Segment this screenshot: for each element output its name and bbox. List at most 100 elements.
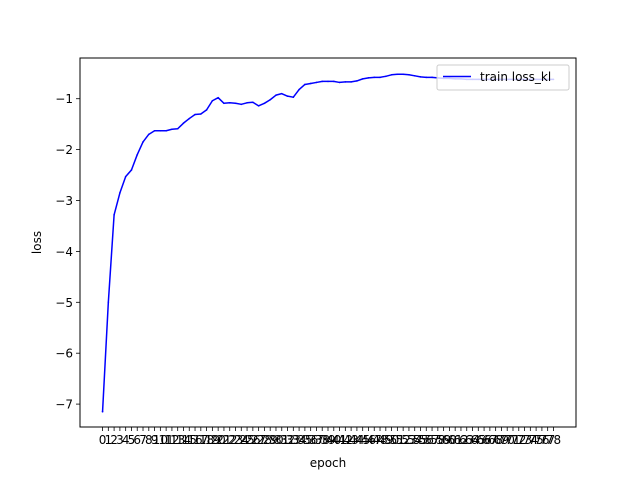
x-tick-label: 29 (263, 433, 278, 447)
x-tick-label: 41 (332, 433, 347, 447)
data-point (350, 81, 352, 83)
x-tick-label: 9 (151, 433, 159, 447)
x-tick-label: 35 (297, 433, 312, 447)
x-tick-label: 59 (436, 433, 451, 447)
x-tick-label: 46 (361, 433, 376, 447)
x-tick-label: 11 (158, 433, 173, 447)
x-tick-label: 74 (523, 433, 538, 447)
x-tick-label: 21 (216, 433, 231, 447)
x-axis-label: epoch (310, 456, 347, 470)
y-tick-label: −3 (55, 194, 73, 208)
data-point (269, 98, 271, 101)
x-tick-label: 25 (239, 433, 254, 447)
data-point (246, 101, 248, 104)
x-tick-label: 12 (164, 433, 179, 447)
data-point (390, 74, 393, 76)
x-tick-label: 48 (372, 433, 387, 447)
x-tick-label: 30 (268, 433, 283, 447)
x-tick-label: 62 (453, 433, 468, 447)
x-tick-label: 26 (245, 433, 260, 447)
x-tick-label: 60 (442, 433, 457, 447)
data-point (182, 122, 185, 124)
data-point (419, 76, 422, 78)
data-point (275, 94, 277, 96)
x-tick-label: 53 (401, 433, 416, 447)
x-tick-label: 27 (251, 433, 266, 447)
data-point (188, 117, 191, 120)
x-tick-label: 66 (476, 433, 491, 447)
data-point (379, 76, 381, 79)
x-tick-label: 65 (471, 433, 486, 447)
data-point (142, 141, 144, 143)
data-point (147, 133, 150, 136)
data-point (136, 153, 139, 156)
data-point (327, 80, 329, 83)
y-tick-label: −2 (55, 143, 73, 157)
data-point (425, 76, 428, 79)
data-point (176, 127, 179, 130)
data-point (119, 192, 121, 194)
legend: train loss_kl (436, 64, 570, 91)
x-tick-label: 22 (222, 433, 237, 447)
x-tick-label: 3 (116, 433, 124, 447)
data-point (413, 75, 416, 77)
x-tick-label: 33 (286, 433, 301, 447)
data-point (124, 175, 127, 178)
data-point (257, 105, 260, 107)
x-tick-label: 10 (153, 433, 168, 447)
data-point (373, 76, 376, 79)
x-tick-label: 7 (139, 433, 147, 447)
x-tick-label: 16 (187, 433, 202, 447)
x-tick-label: 20 (211, 433, 226, 447)
data-point (385, 75, 387, 78)
x-tick-label: 43 (343, 433, 358, 447)
data-point (315, 81, 318, 84)
data-point (361, 78, 364, 80)
x-tick-label: 8 (145, 433, 153, 447)
data-point (367, 77, 370, 79)
data-point (431, 76, 433, 79)
x-tick-label: 24 (234, 433, 249, 447)
data-point (286, 95, 289, 97)
data-point (130, 169, 133, 171)
x-tick-label: 36 (303, 433, 318, 447)
data-point (211, 99, 214, 102)
x-tick-label: 50 (384, 433, 399, 447)
x-tick-label: 52 (396, 433, 411, 447)
x-tick-label: 73 (517, 433, 532, 447)
data-point (304, 83, 306, 86)
x-tick-label: 19 (205, 433, 220, 447)
y-tick-label: −5 (55, 296, 73, 310)
data-point (332, 80, 335, 83)
x-tick-label: 49 (378, 433, 393, 447)
x-tick-label: 5 (128, 433, 136, 447)
x-tick-label: 38 (315, 433, 330, 447)
x-tick-label: 51 (390, 433, 405, 447)
data-point (396, 73, 399, 76)
data-point (171, 128, 173, 131)
x-tick-label: 4 (122, 433, 130, 447)
data-point (252, 101, 254, 104)
x-tick-label: 31 (274, 433, 289, 447)
x-tick-label: 15 (182, 433, 197, 447)
x-tick-label: 69 (494, 433, 509, 447)
x-tick-label: 14 (176, 433, 191, 447)
y-tick-label: −4 (55, 245, 73, 259)
data-point (344, 81, 347, 83)
x-tick-label: 23 (228, 433, 243, 447)
x-tick-label: 1 (105, 433, 113, 447)
x-tick-label: 57 (424, 433, 439, 447)
x-tick-label: 47 (367, 433, 382, 447)
data-point (356, 80, 358, 82)
data-point (280, 92, 283, 95)
data-point (240, 103, 243, 106)
data-point (263, 102, 266, 105)
x-tick-label: 39 (320, 433, 335, 447)
x-tick-label: 55 (413, 433, 428, 447)
data-point (153, 129, 156, 132)
data-point (321, 80, 324, 83)
x-tick-label: 28 (257, 433, 272, 447)
data-point (217, 96, 219, 99)
y-tick-label: −6 (55, 347, 73, 361)
x-tick-label: 72 (511, 433, 526, 447)
